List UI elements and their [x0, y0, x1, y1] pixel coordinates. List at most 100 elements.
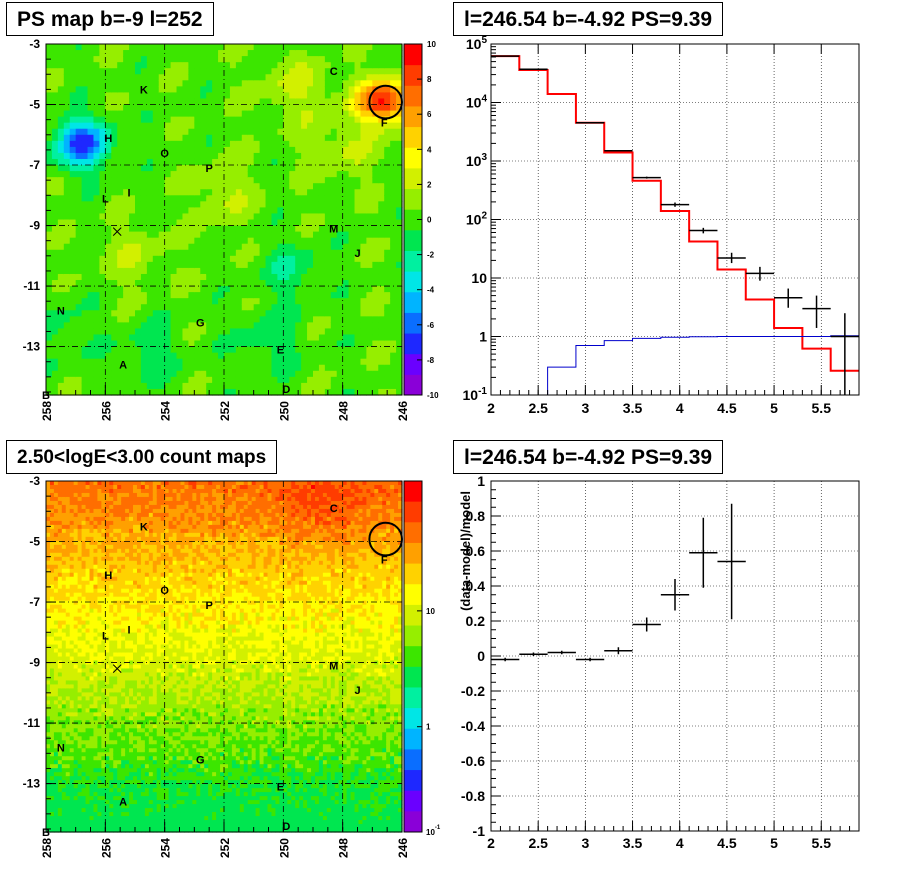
heatmap-cell [89, 520, 95, 526]
heatmap-cell [53, 484, 59, 490]
heatmap-cell [129, 50, 136, 57]
heatmap-cell [366, 140, 373, 148]
heatmap-cell [218, 298, 225, 305]
heatmap-cell [342, 177, 350, 184]
heatmap-cell [85, 536, 91, 542]
heatmap-cell [57, 752, 63, 757]
heatmap-cell [65, 684, 71, 690]
heatmap-cell [324, 56, 332, 63]
heatmap-cell [61, 656, 67, 662]
heatmap-cell [259, 292, 267, 299]
heatmap-cell [49, 692, 55, 697]
heatmap-cell [77, 652, 83, 658]
heatmap-cell [253, 358, 261, 366]
heatmap-cell [93, 728, 99, 733]
heatmap-cell [93, 724, 99, 729]
heatmap-cell [206, 231, 213, 239]
heatmap-cell [259, 98, 267, 106]
heatmap-cell [188, 134, 195, 142]
heatmap-cell [81, 146, 89, 154]
heatmap-cell [87, 286, 95, 293]
heatmap-cell [241, 243, 249, 251]
heatmap-cell [247, 334, 255, 342]
heatmap-cell [295, 364, 302, 372]
heatmap-cell [105, 316, 112, 323]
heatmap-cell [360, 213, 367, 221]
heatmap-cell [129, 74, 136, 81]
heatmap-cell [295, 255, 302, 263]
heatmap-cell [200, 255, 207, 263]
heatmap-cell [313, 225, 320, 233]
heatmap-cell [152, 346, 160, 354]
heatmap-cell [366, 56, 373, 63]
heatmap-cell [89, 740, 95, 745]
heatmap-cell [241, 189, 249, 196]
heatmap-cell [342, 358, 350, 366]
heatmap-cell [277, 249, 284, 257]
heatmap-cell [194, 231, 201, 239]
heatmap-cell [218, 304, 225, 311]
heatmap-cell [89, 784, 95, 789]
heatmap-cell [301, 177, 308, 184]
heatmap-cell [235, 201, 243, 208]
heatmap-cell [259, 231, 267, 239]
heatmap-cell [206, 261, 213, 269]
heatmap-cell [57, 608, 63, 614]
heatmap-cell [170, 249, 178, 257]
heatmap-cell [73, 632, 79, 638]
heatmap-cell [158, 56, 166, 63]
heatmap-cell [93, 612, 99, 618]
heatmap-cell [87, 122, 95, 130]
heatmap-cell [378, 92, 385, 100]
heatmap-cell [97, 560, 102, 566]
heatmap-cell [81, 720, 87, 725]
heatmap-cell [65, 752, 71, 757]
heatmap-cell [87, 50, 95, 57]
heatmap-cell [324, 370, 332, 378]
heatmap-cell [253, 322, 261, 330]
heatmap-cell [206, 92, 213, 100]
heatmap-cell [46, 688, 51, 693]
heatmap-cell [253, 183, 261, 190]
heatmap-cell [81, 652, 87, 658]
heatmap-cell [164, 376, 172, 384]
heatmap-cell [342, 225, 350, 233]
heatmap-cell [57, 110, 65, 118]
heatmap-cell [69, 612, 75, 618]
heatmap-cell [99, 358, 106, 366]
heatmap-cell [313, 261, 320, 269]
heatmap-cell [81, 516, 87, 522]
heatmap-cell [75, 388, 83, 396]
heatmap-cell [46, 716, 51, 721]
heatmap-cell [77, 632, 83, 638]
heatmap-cell [111, 267, 118, 275]
heatmap-cell [152, 364, 160, 372]
heatmap-cell [378, 352, 385, 360]
heatmap-cell [57, 516, 63, 522]
heatmap-cell [307, 231, 314, 239]
heatmap-cell [354, 110, 362, 118]
heatmap-cell [182, 358, 189, 366]
heatmap-cell [65, 824, 71, 829]
heatmap-cell [378, 50, 385, 57]
heatmap-cell [229, 316, 237, 323]
heatmap-cell [152, 298, 160, 305]
heatmap-cell [46, 692, 51, 697]
heatmap-cell [170, 346, 178, 354]
heatmap-cell [390, 177, 397, 184]
heatmap-cell [265, 195, 273, 202]
heatmap-cell [53, 792, 59, 797]
heatmap-cell [295, 116, 302, 124]
heatmap-cell [63, 201, 71, 208]
heatmap-cell [63, 231, 71, 239]
heatmap-cell [63, 322, 71, 330]
heatmap-cell [396, 358, 403, 366]
heatmap-cell [271, 92, 278, 100]
heatmap-cell [307, 352, 314, 360]
heatmap-cell [49, 592, 55, 598]
heatmap-cell [164, 207, 172, 215]
heatmap-cell [97, 640, 102, 646]
heatmap-cell [46, 140, 53, 148]
heatmap-cell [336, 207, 344, 215]
heatmap-cell [170, 364, 178, 372]
